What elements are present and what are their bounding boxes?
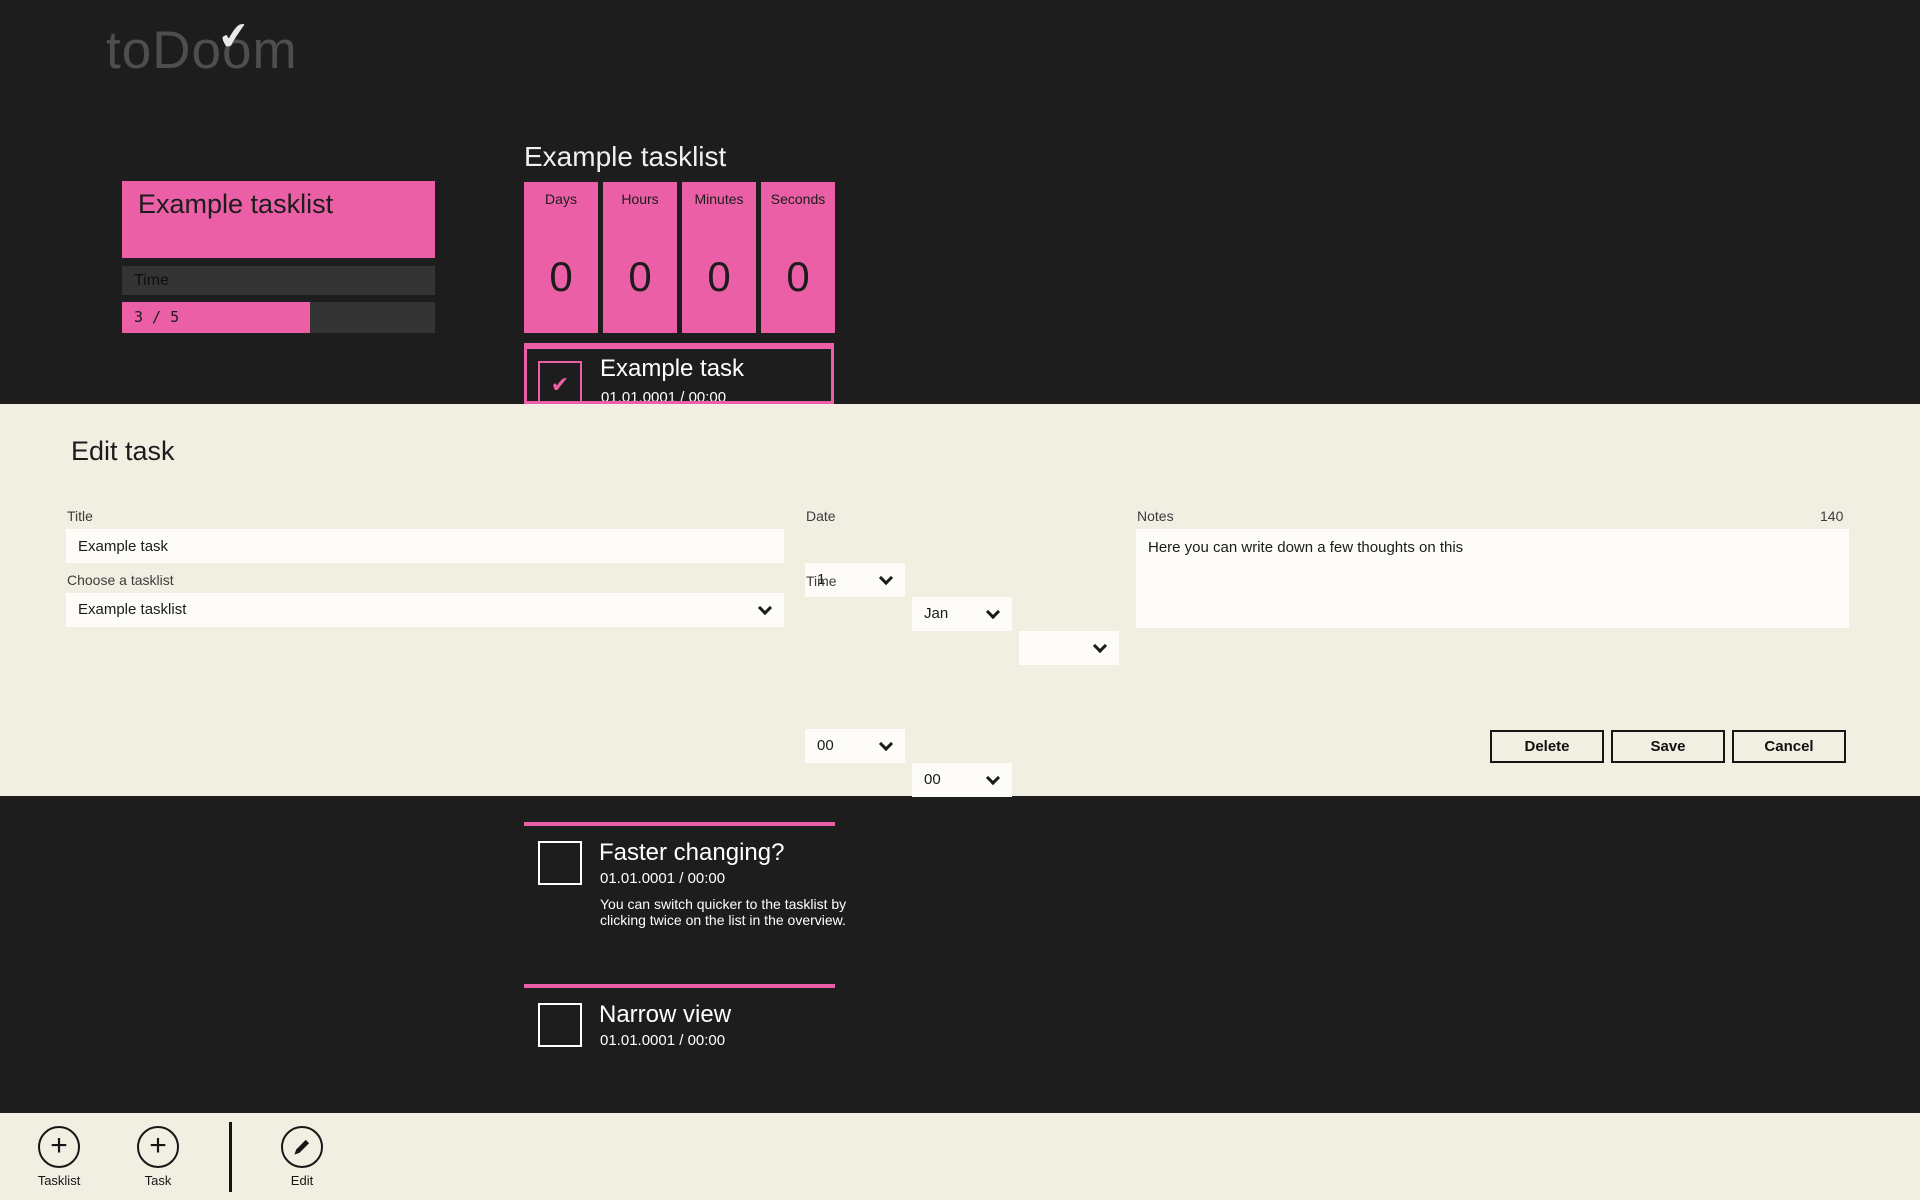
task-description: You can switch quicker to the tasklist b… <box>600 896 847 928</box>
task-checkbox-checked[interactable]: ✔ <box>538 361 582 401</box>
app-bar: + Tasklist + Task Edit <box>0 1113 1920 1200</box>
panel-button-row: Delete Save Cancel <box>1490 730 1846 763</box>
add-task-label: Task <box>144 1173 172 1188</box>
countdown-days-value: 0 <box>549 253 573 300</box>
task-datetime: 01.01.0001 / 00:00 <box>601 389 727 404</box>
task-divider <box>524 822 835 826</box>
countdown-days-label: Days <box>545 191 577 207</box>
countdown-minutes-label: Minutes <box>694 191 744 207</box>
month-select[interactable]: Jan <box>912 597 1012 631</box>
countdown-seconds-label: Seconds <box>770 191 826 207</box>
title-label: Title <box>67 508 93 524</box>
chevron-down-icon <box>985 604 1001 620</box>
progress-fill <box>122 302 310 333</box>
task-checkbox-unchecked[interactable] <box>538 841 582 885</box>
notes-label: Notes <box>1137 508 1174 524</box>
tasklist-tile[interactable]: Example tasklist Time 3 / 5 <box>122 181 435 333</box>
add-tasklist-label: Tasklist <box>37 1173 81 1188</box>
edit-button[interactable]: Edit <box>266 1126 338 1188</box>
countdown-hours-label: Hours <box>621 191 659 207</box>
task-title: Example task <box>600 355 745 382</box>
logo-text-pre: toDo <box>106 21 222 80</box>
tasklist-tile-title[interactable]: Example tasklist <box>122 181 435 258</box>
countdown-days-tile: Days 0 <box>524 182 598 333</box>
chevron-down-icon <box>878 570 894 586</box>
hour-select[interactable]: 00 <box>805 729 905 763</box>
countdown-hours-value: 0 <box>628 253 652 300</box>
time-label: Time <box>806 573 837 589</box>
app-logo: toDoo ✔ m <box>106 14 298 81</box>
chevron-down-icon <box>985 770 1001 786</box>
minute-select[interactable]: 00 <box>912 763 1012 797</box>
day-select[interactable]: 1 <box>805 563 905 597</box>
task-divider <box>524 984 835 988</box>
logo-text-post: m <box>252 21 298 80</box>
countdown-hours-tile: Hours 0 <box>603 182 677 333</box>
countdown-minutes-tile: Minutes 0 <box>682 182 756 333</box>
task-row-selected[interactable]: ✔ Example task 01.01.0001 / 00:00 <box>524 343 834 404</box>
notes-char-counter: 140 <box>1820 508 1844 524</box>
tasklist-heading: Example tasklist <box>524 141 727 172</box>
logo-check-icon: ✔ <box>215 14 253 60</box>
add-task-button[interactable]: + Task <box>122 1126 194 1188</box>
task-title[interactable]: Narrow view <box>599 1001 732 1028</box>
plus-icon: + <box>149 1128 167 1162</box>
check-icon: ✔ <box>550 372 570 397</box>
task-datetime: 01.01.0001 / 00:00 <box>600 1032 726 1049</box>
add-tasklist-button[interactable]: + Tasklist <box>23 1126 95 1188</box>
notes-textarea[interactable]: Here you can write down a few thoughts o… <box>1136 529 1849 628</box>
tasklist-label: Choose a tasklist <box>67 572 174 588</box>
chevron-down-icon <box>878 736 894 752</box>
countdown-minutes-value: 0 <box>707 253 731 300</box>
countdown-tiles: Days 0 Hours 0 Minutes 0 Seconds 0 <box>524 182 835 333</box>
pencil-icon <box>294 1139 310 1155</box>
notes-field-box: Here you can write down a few thoughts o… <box>1136 529 1849 628</box>
edit-task-panel: Edit task Title Choose a tasklist Exampl… <box>0 404 1920 797</box>
minute-select-value: 00 <box>924 771 941 788</box>
month-select-value: Jan <box>924 605 949 622</box>
year-select[interactable] <box>1019 631 1119 665</box>
progress-text: 3 / 5 <box>134 308 180 326</box>
cancel-button[interactable]: Cancel <box>1732 730 1846 763</box>
chevron-down-icon <box>1092 638 1108 654</box>
title-input[interactable] <box>66 529 784 563</box>
tasklist-tile-time-bar: Time <box>122 266 435 295</box>
chevron-down-icon <box>757 600 773 616</box>
date-label: Date <box>806 508 836 524</box>
countdown-seconds-value: 0 <box>786 253 810 300</box>
countdown-seconds-tile: Seconds 0 <box>761 182 835 333</box>
save-button[interactable]: Save <box>1611 730 1725 763</box>
plus-icon: + <box>50 1128 68 1162</box>
tasklist-tile-progress-bar: 3 / 5 <box>122 302 435 333</box>
tasklist-select[interactable]: Example tasklist <box>66 593 784 627</box>
app-bar-separator <box>229 1122 232 1192</box>
delete-button[interactable]: Delete <box>1490 730 1604 763</box>
day-select-value: 1 <box>817 571 826 588</box>
panel-title: Edit task <box>71 436 175 466</box>
task-checkbox-unchecked[interactable] <box>538 1003 582 1047</box>
task-title[interactable]: Faster changing? <box>599 839 785 866</box>
edit-label: Edit <box>290 1173 314 1188</box>
tasklist-select-value: Example tasklist <box>78 601 187 618</box>
logo-text-o: o <box>221 21 253 80</box>
task-datetime: 01.01.0001 / 00:00 <box>600 870 726 887</box>
hour-select-value: 00 <box>817 737 834 754</box>
